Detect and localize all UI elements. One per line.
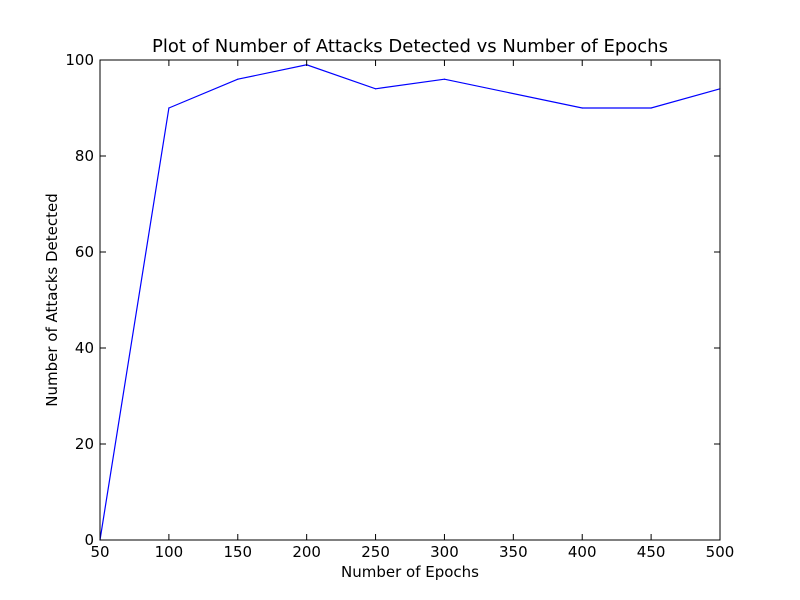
- y-tick-label: 60: [75, 243, 94, 261]
- y-tick-label: 20: [75, 435, 94, 453]
- y-tick-label: 100: [65, 51, 94, 69]
- x-tick-label: 350: [499, 543, 528, 561]
- y-tick-label: 40: [75, 339, 94, 357]
- x-tick-label: 50: [90, 543, 109, 561]
- x-tick-label: 200: [292, 543, 321, 561]
- data-point: [237, 78, 239, 80]
- y-tick-label: 0: [84, 531, 94, 549]
- plot-frame: [99, 59, 721, 541]
- x-tick-label: 150: [223, 543, 252, 561]
- x-tick-label: 250: [361, 543, 390, 561]
- x-tick-label: 300: [430, 543, 459, 561]
- data-point: [374, 88, 377, 90]
- data-point: [168, 107, 170, 109]
- y-tick-label: 80: [75, 147, 94, 165]
- data-point: [443, 78, 446, 80]
- x-tick-label: 450: [637, 543, 666, 561]
- x-tick-label: 400: [568, 543, 597, 561]
- y-axis-label: Number of Attacks Detected: [43, 193, 61, 407]
- chart-title: Plot of Number of Attacks Detected vs Nu…: [152, 36, 668, 57]
- plot-area: [99, 64, 721, 541]
- data-point: [650, 107, 652, 109]
- x-axis-label: Number of Epochs: [341, 563, 479, 581]
- axis-ticks: 50 100 150 200 250 300 350 400 450 500 0 20 40 60 80 10…: [65, 51, 734, 561]
- data-point: [581, 107, 583, 109]
- x-tick-label: 500: [706, 543, 735, 561]
- x-tick-label: 100: [155, 543, 184, 561]
